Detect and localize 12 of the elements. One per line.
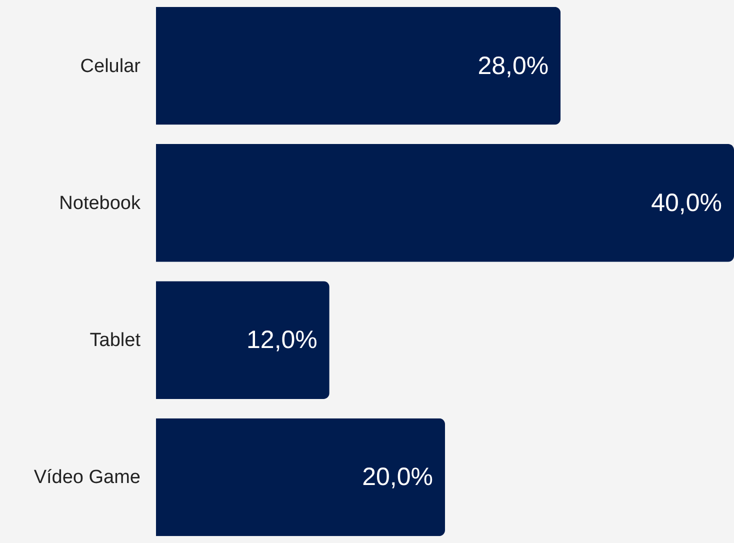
bar [156,418,445,536]
y-tick-label: Vídeo Game [34,467,140,488]
y-tick-label: Notebook [59,192,141,214]
data-label: 20,0% [362,463,433,492]
bar [156,281,330,400]
bar [156,144,734,262]
data-label: 12,0% [246,326,318,354]
y-tick-label: Tablet [90,330,142,352]
bar [156,6,561,125]
data-label: 28,0% [478,52,549,80]
y-tick-label: Celular [80,56,142,77]
data-label: 40,0% [651,188,722,217]
